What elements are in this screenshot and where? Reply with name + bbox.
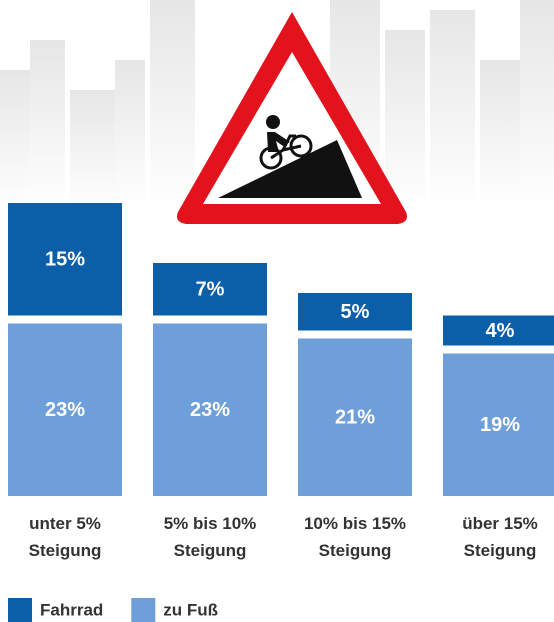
category-label: unter 5% Steigung	[28, 514, 102, 560]
warning-sign	[177, 12, 407, 224]
bar-segment	[443, 353, 554, 496]
bar-segment	[153, 323, 267, 496]
legend-swatch	[131, 598, 156, 622]
bar-segment	[8, 203, 122, 316]
value-label: 23%	[190, 399, 230, 421]
bar-segment	[153, 263, 267, 316]
category-label: 10% bis 15% Steigung	[303, 514, 407, 560]
legend-swatch	[8, 598, 32, 622]
legend-label: Fahrrad	[40, 600, 103, 619]
value-label: 21%	[335, 407, 375, 429]
value-label: 15%	[45, 249, 85, 271]
value-label: 4%	[486, 320, 515, 342]
bar-segment	[298, 338, 412, 496]
legend-label: zu Fuß	[163, 600, 218, 619]
bar-segment	[443, 315, 554, 346]
value-label: 5%	[341, 301, 370, 323]
value-label: 19%	[480, 414, 520, 436]
bar-segment	[298, 293, 412, 331]
bar-segment	[8, 323, 122, 496]
skyline	[0, 0, 554, 210]
value-label: 23%	[45, 399, 85, 421]
value-label: 7%	[196, 279, 225, 301]
category-label: über 15% Steigung	[462, 514, 538, 560]
category-label: 5% bis 10% Steigung	[163, 514, 257, 560]
